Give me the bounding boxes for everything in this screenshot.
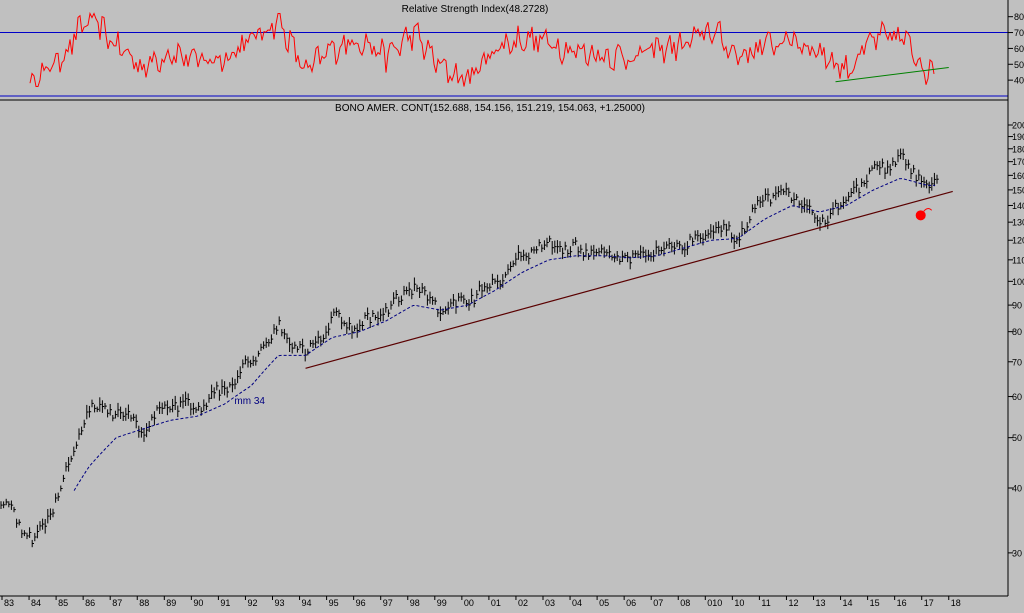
price-y-tick-label: 110 (1012, 255, 1024, 265)
x-tick-label: 03 (545, 598, 555, 608)
price-y-tick-label: 130 (1012, 218, 1024, 228)
rsi-y-tick-label: 40 (1014, 76, 1024, 86)
x-tick-label: 17 (924, 598, 934, 608)
x-tick-label: 92 (247, 598, 257, 608)
x-tick-label: 11 (761, 598, 770, 608)
x-tick-label: 13 (816, 598, 826, 608)
x-tick-label: 88 (139, 598, 149, 608)
rsi-y-axis: 80 70 60 50 40 (1008, 12, 1024, 86)
bomb-marker-icon (915, 208, 933, 221)
price-y-tick-label: 170 (1012, 157, 1024, 167)
x-tick-label: 94 (302, 598, 312, 608)
price-y-tick-label: 80 (1012, 327, 1022, 337)
x-tick-label: 89 (166, 598, 176, 608)
x-tick-label: 02 (518, 598, 528, 608)
price-bars (0, 148, 939, 548)
price-y-tick-label: 60 (1012, 392, 1022, 402)
x-tick-label: 84 (31, 598, 41, 608)
x-tick-label: 06 (626, 598, 636, 608)
rsi-line (29, 11, 935, 87)
x-tick-label: 83 (4, 598, 14, 608)
price-y-tick-label: 100 (1012, 277, 1024, 287)
x-tick-label: 010 (707, 598, 722, 608)
rsi-y-tick-label: 80 (1014, 12, 1024, 22)
price-y-tick-label: 70 (1012, 357, 1022, 367)
x-tick-label: 96 (356, 598, 366, 608)
x-tick-label: 12 (788, 598, 798, 608)
rsi-y-tick-label: 70 (1014, 28, 1024, 38)
price-y-tick-label: 30 (1012, 548, 1022, 558)
x-tick-label: 01 (491, 598, 501, 608)
x-tick-label: 10 (734, 598, 744, 608)
x-tick-label: 00 (464, 598, 474, 608)
price-panel: BONO AMER. CONT(152.688, 154.156, 151.21… (0, 103, 1024, 558)
price-y-tick-label: 120 (1012, 236, 1024, 246)
x-tick-label: 15 (870, 598, 880, 608)
price-y-tick-label: 140 (1012, 201, 1024, 211)
rsi-panel: Relative Strength Index(48.2728) 80 70 60 5… (0, 0, 1024, 97)
x-tick-label: 87 (112, 598, 122, 608)
rsi-y-tick-label: 50 (1014, 60, 1024, 70)
price-y-tick-label: 190 (1012, 132, 1024, 142)
price-y-tick-label: 50 (1012, 433, 1022, 443)
moving-average-label: mm 34 (234, 396, 265, 407)
support-trendline (305, 190, 953, 369)
rsi-y-tick-label: 60 (1014, 44, 1024, 54)
x-axis: 83 84 85 86 87 88 89 90 91 92 93 94 95 96 97 98 99 00 01 02… (1, 596, 961, 608)
x-tick-label: 97 (383, 598, 393, 608)
x-tick-label: 04 (572, 598, 582, 608)
x-tick-label: 18 (951, 598, 961, 608)
rsi-trendline (835, 66, 949, 83)
rsi-title: Relative Strength Index(48.2728) (402, 4, 549, 15)
price-y-axis: 200190 180 170 160 150 140 130 120 110 100 90 80 70 6… (1008, 121, 1024, 558)
bomb-body (915, 210, 926, 221)
x-tick-label: 98 (410, 598, 420, 608)
price-y-tick-label: 40 (1012, 483, 1022, 493)
x-tick-label: 91 (220, 598, 230, 608)
moving-average-line (73, 178, 936, 491)
price-title: BONO AMER. CONT(152.688, 154.156, 151.21… (335, 103, 645, 114)
x-tick-label: 90 (193, 598, 203, 608)
price-y-tick-label: 90 (1012, 301, 1022, 311)
x-tick-label: 86 (85, 598, 95, 608)
x-tick-label: 85 (58, 598, 68, 608)
price-y-tick-label: 150 (1012, 185, 1024, 195)
x-tick-label: 07 (653, 598, 663, 608)
price-y-tick-label: 180 (1012, 144, 1024, 154)
x-tick-label: 95 (329, 598, 339, 608)
x-tick-label: 05 (599, 598, 609, 608)
price-y-tick-label: 160 (1012, 171, 1024, 181)
x-tick-label: 93 (275, 598, 285, 608)
x-tick-label: 08 (680, 598, 690, 608)
x-tick-label: 14 (843, 598, 853, 608)
bomb-fuse (923, 208, 933, 212)
price-y-tick-label: 200 (1012, 121, 1024, 131)
x-tick-label: 16 (897, 598, 907, 608)
x-tick-label: 99 (437, 598, 447, 608)
